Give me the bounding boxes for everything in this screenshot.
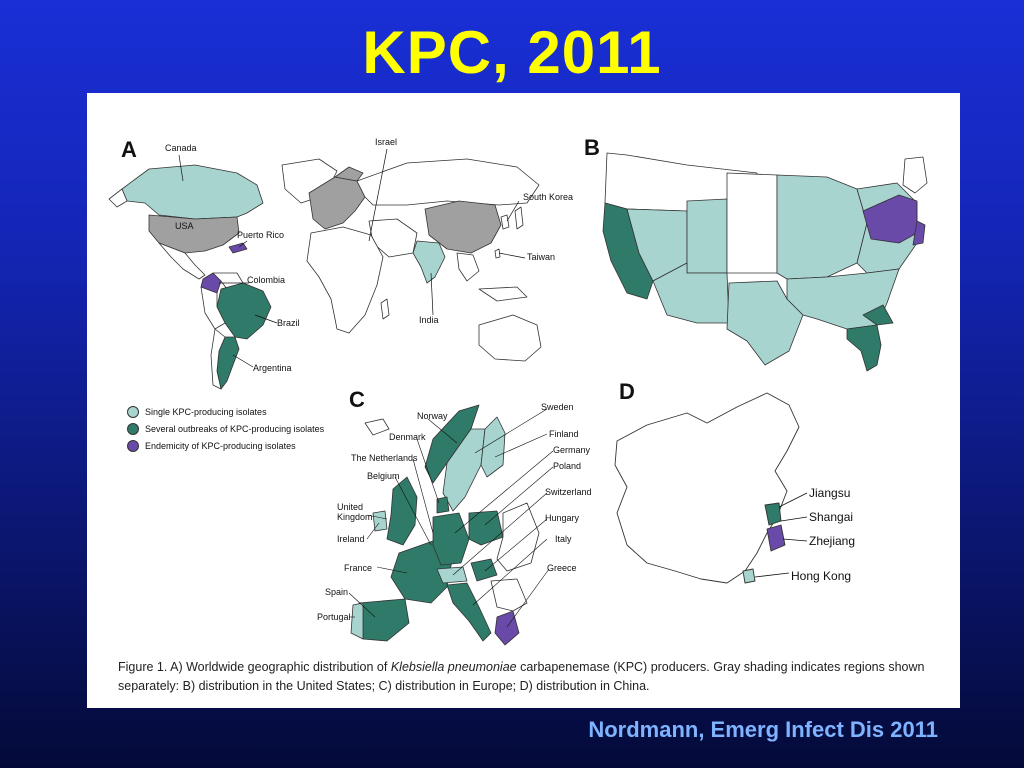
maps-illustration	[108, 148, 928, 646]
label-argentina: Argentina	[253, 363, 292, 373]
italy-region	[446, 582, 492, 642]
usa-map	[602, 152, 928, 372]
label-hungary: Hungary	[545, 513, 580, 523]
label-zhejiang: Zhejiang	[809, 534, 856, 548]
hungary-region	[470, 558, 498, 582]
label-india: India	[419, 315, 439, 325]
india-region	[412, 240, 446, 284]
slide-source: Nordmann, Emerg Infect Dis 2011	[588, 717, 938, 742]
sweden-region	[442, 428, 486, 512]
label-norway: Norway	[417, 411, 448, 421]
label-usa: USA	[175, 221, 194, 231]
finland-region	[480, 416, 506, 478]
label-finland: Finland	[549, 429, 579, 439]
panel-a-letter: A	[121, 137, 137, 162]
label-poland: Poland	[553, 461, 582, 471]
figure-caption: Figure 1. A) Worldwide geographic distri…	[118, 658, 958, 696]
panel-c-letter: C	[349, 387, 365, 412]
label-france: France	[344, 563, 373, 573]
europe-map-leaders	[348, 408, 554, 628]
legend-swatch-endemic	[127, 439, 139, 452]
label-belgium: Belgium	[367, 471, 400, 481]
germany-region	[432, 512, 470, 566]
portugal-region	[350, 602, 364, 640]
puerto-rico-region	[228, 242, 248, 254]
hong-kong-region	[742, 568, 756, 584]
zhejiang-region	[766, 524, 786, 552]
label-colombia: Colombia	[247, 275, 286, 285]
canada-region	[121, 164, 264, 220]
china-region	[424, 200, 502, 254]
caption-suffix: carbapenemase (KPC) producers. Gray shad…	[118, 660, 925, 693]
label-canada: Canada	[165, 143, 197, 153]
label-shangai: Shangai	[809, 510, 854, 524]
label-ireland: Ireland	[337, 534, 365, 544]
world-map-leaders	[178, 148, 526, 368]
label-united-kingdom: United Kingdom	[337, 502, 373, 522]
europe-map	[350, 404, 540, 646]
legend-item: Endemicity of KPC-producing isolates	[127, 437, 324, 454]
label-south-korea: South Korea	[523, 192, 574, 202]
legend-label: Endemicity of KPC-producing isolates	[145, 440, 296, 451]
legend-label: Several outbreaks of KPC-producing isola…	[145, 423, 325, 434]
label-italy: Italy	[555, 534, 572, 544]
panel-d-letter: D	[619, 379, 635, 404]
greece-region	[494, 610, 520, 646]
spain-region	[358, 598, 410, 642]
label-jiangsu: Jiangsu	[809, 486, 851, 500]
legend-item: Several outbreaks of KPC-producing isola…	[127, 420, 324, 437]
china-map	[614, 392, 800, 584]
label-hong-kong: Hong Kong	[791, 569, 852, 583]
label-puerto-rico: Puerto Rico	[237, 230, 285, 240]
label-switzerland: Switzerland	[545, 487, 592, 497]
panel-b-letter: B	[584, 135, 600, 160]
figure-panel: A B C D Canada USA Puerto Rico Colombia …	[87, 93, 960, 708]
slide-title: KPC, 2011	[362, 19, 662, 86]
caption-species: Klebsiella pneumoniae	[390, 660, 517, 674]
label-sweden: Sweden	[541, 402, 574, 412]
label-germany: Germany	[553, 445, 591, 455]
map-legend: Single KPC-producing isolates Several ou…	[127, 403, 324, 454]
legend-swatch-outbreaks	[127, 422, 139, 435]
china-outline	[614, 392, 800, 584]
label-israel: Israel	[375, 137, 398, 147]
caption-prefix: Figure 1. A) Worldwide geographic distri…	[118, 660, 391, 674]
label-denmark: Denmark	[389, 432, 426, 442]
usa-region	[148, 214, 240, 254]
legend-label: Single KPC-producing isolates	[145, 406, 267, 417]
china-map-leaders	[754, 492, 808, 578]
label-taiwan: Taiwan	[527, 252, 556, 262]
florida-region	[846, 324, 882, 372]
uk-region	[386, 476, 418, 546]
legend-item: Single KPC-producing isolates	[127, 403, 324, 420]
label-netherlands: The Netherlands	[351, 453, 418, 463]
label-brazil: Brazil	[277, 318, 300, 328]
label-greece: Greece	[547, 563, 577, 573]
label-portugal: Portugal	[317, 612, 351, 622]
poland-region	[468, 510, 504, 546]
label-spain: Spain	[325, 587, 349, 597]
brazil-region	[216, 282, 272, 340]
legend-swatch-single	[127, 405, 139, 418]
world-map	[108, 158, 542, 390]
